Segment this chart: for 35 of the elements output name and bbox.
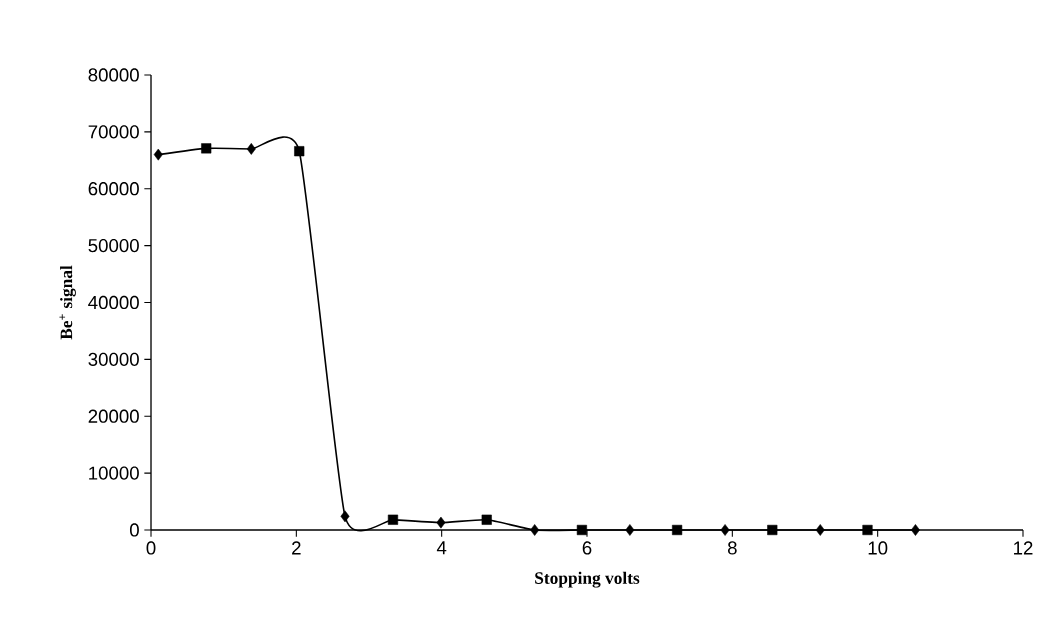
point [153,148,163,161]
y-tick-label: 60000 [88,182,139,196]
y-tick-label: 70000 [88,125,139,139]
point [720,524,730,536]
point [246,143,256,155]
point [530,524,540,536]
x-tick-label: 12 [1014,541,1033,555]
point [672,524,683,536]
point [910,524,920,536]
point [481,514,492,525]
x-axis-title: Stopping volts [535,571,640,588]
point [201,143,212,154]
y-tick-label: 20000 [88,409,139,423]
point [815,524,825,536]
x-tick-label: 0 [146,541,156,555]
x-tick-label: 4 [436,541,447,555]
point [625,524,635,536]
x-tick-label: 2 [292,541,301,555]
x-tick-label: 6 [582,541,592,555]
point [340,510,350,523]
x-tick-label: 8 [727,541,737,555]
point [294,146,305,157]
y-tick-label: 40000 [88,295,139,310]
point [576,524,587,536]
y-tick-label: 80000 [88,68,139,82]
point [862,524,873,536]
y-tick-label: 10000 [89,466,139,480]
y-axis-title: Be$^{+}$ signal [59,265,76,340]
point [436,516,446,529]
y-tick-label: 0 [129,523,139,537]
point [767,524,778,536]
point [387,514,399,525]
y-tick-label: 30000 [88,352,139,366]
x-tick-label: 10 [868,541,888,555]
y-tick-label: 50000 [88,238,139,253]
